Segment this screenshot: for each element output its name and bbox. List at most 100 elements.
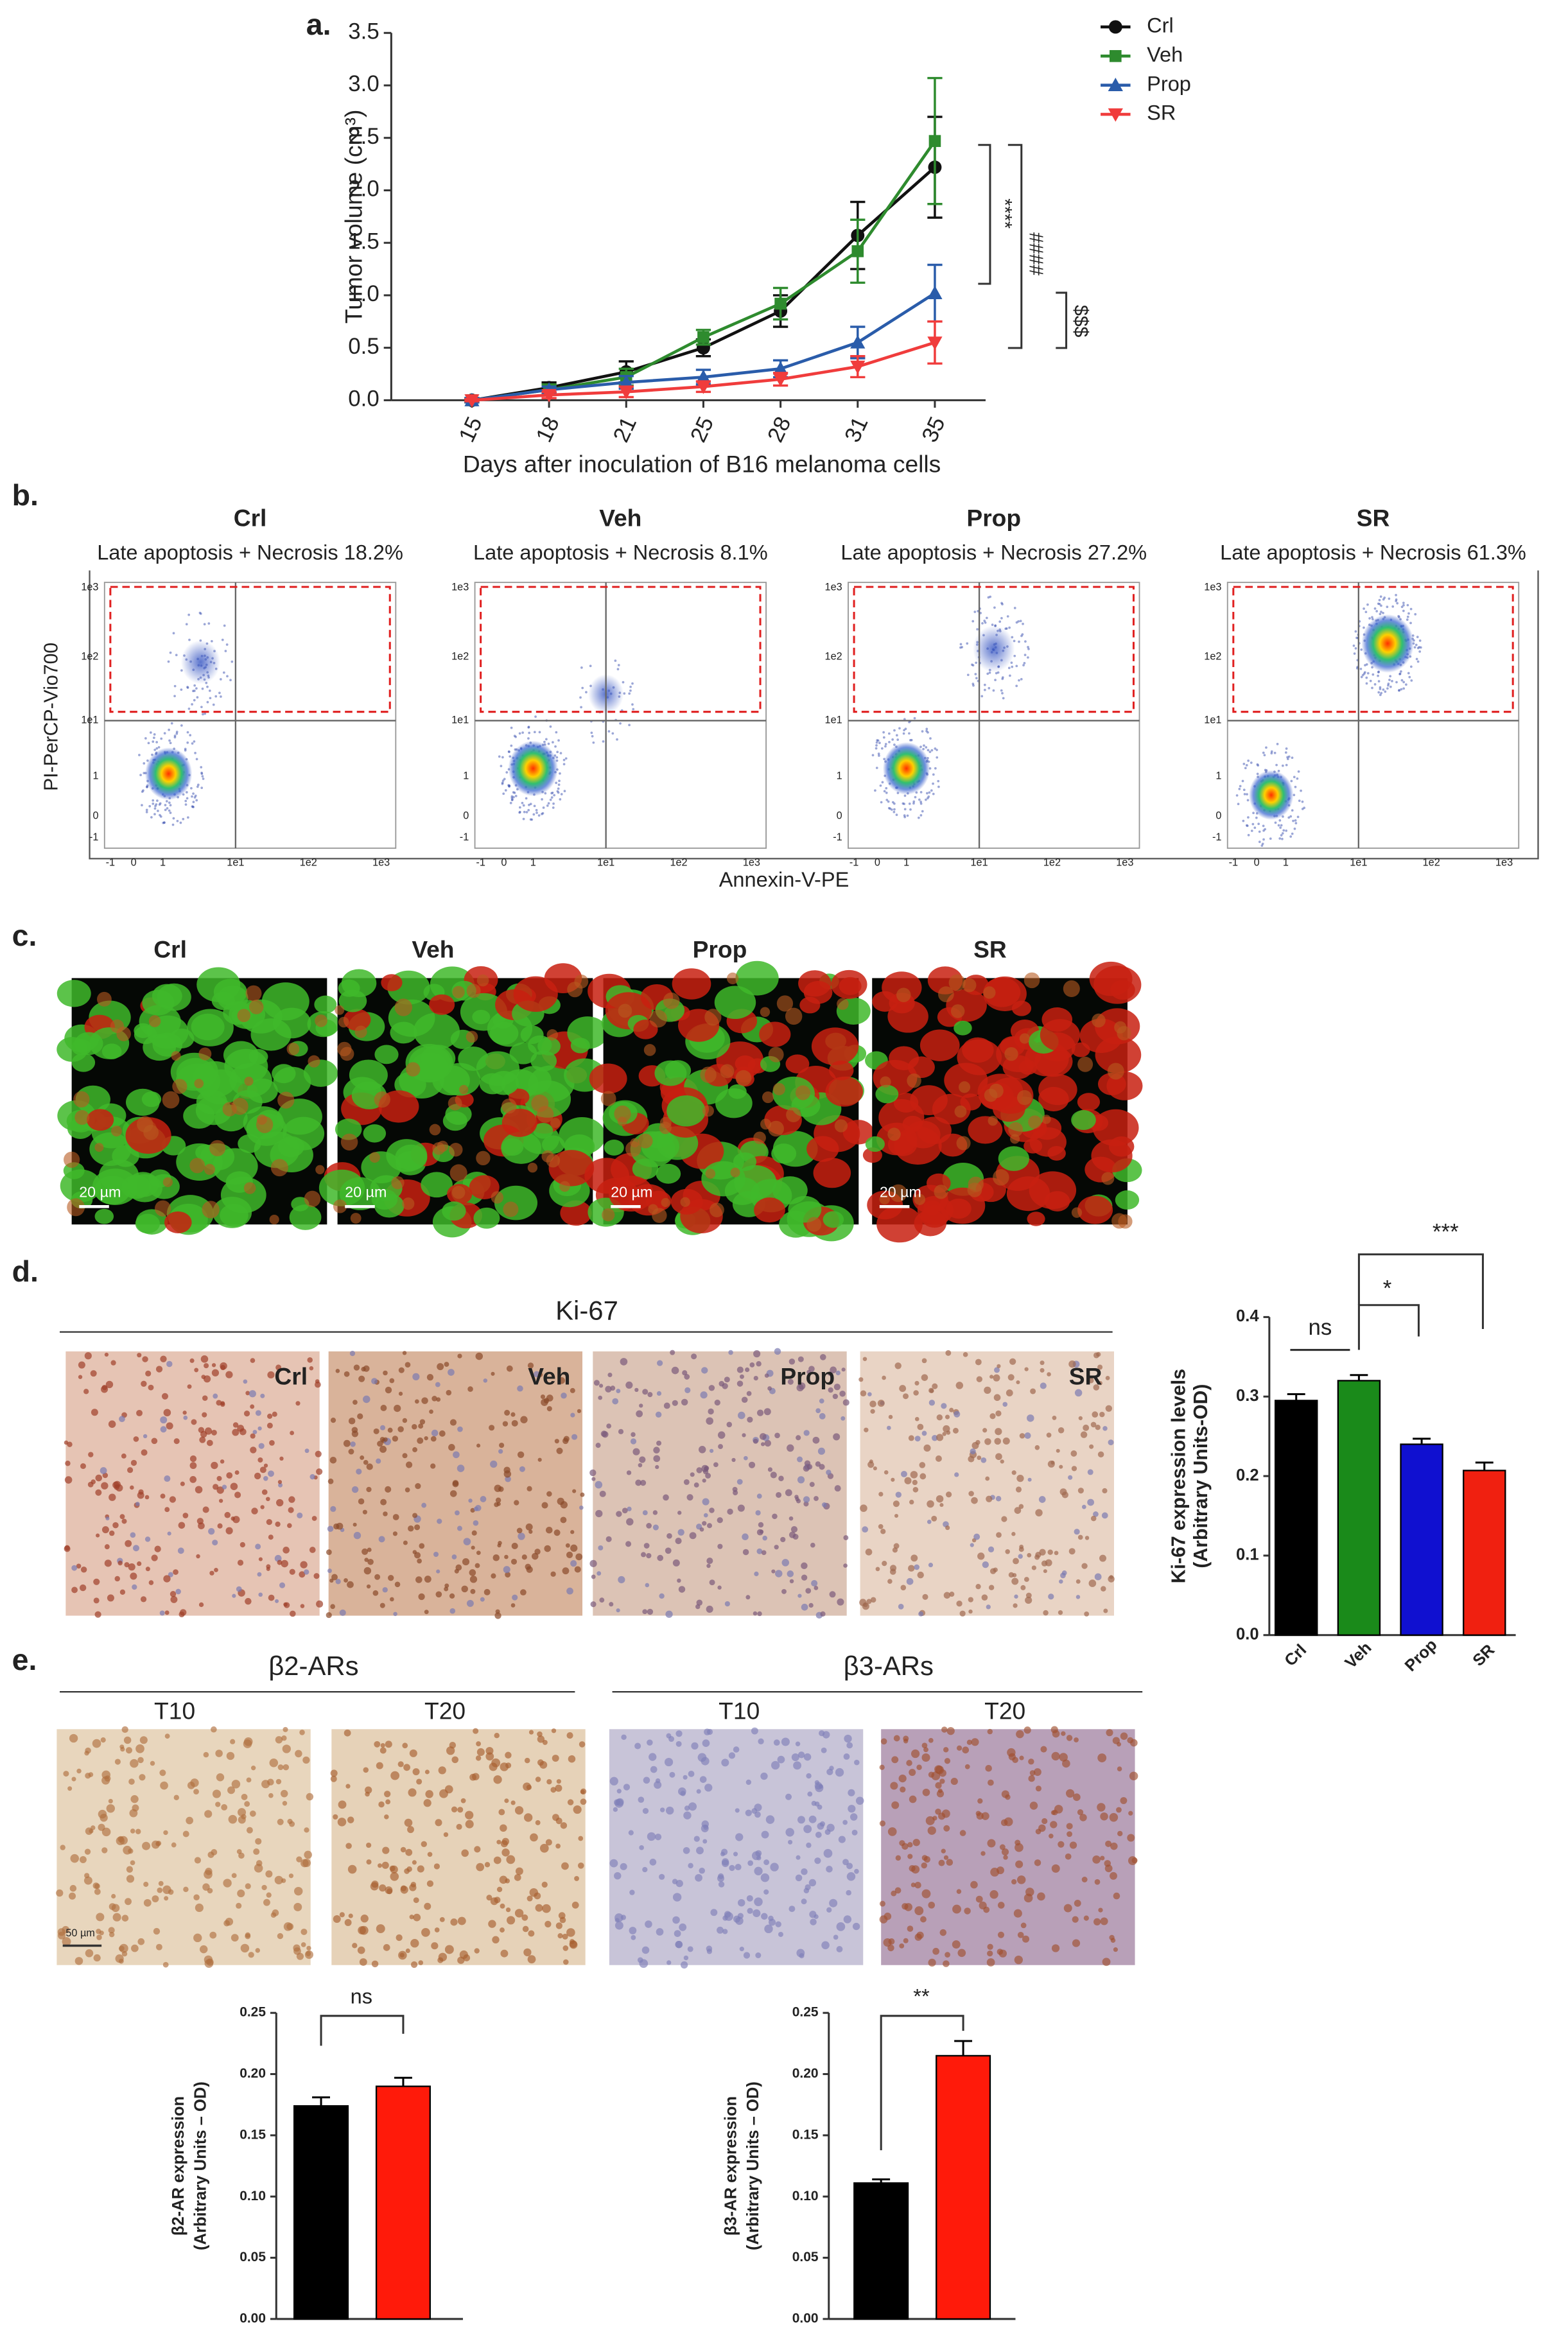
stain-dot — [977, 1552, 985, 1560]
event-dot — [555, 781, 557, 785]
event-dot — [959, 643, 963, 646]
stain-dot — [336, 1522, 344, 1530]
y-tick-label: 1e2 — [451, 650, 469, 662]
stain-dot — [801, 1574, 808, 1581]
nucleus — [663, 992, 680, 1009]
stain-dot — [359, 1925, 369, 1935]
x-tick-label: 1e3 — [1116, 857, 1133, 869]
stain-dot — [101, 1776, 110, 1785]
stain-dot — [993, 1374, 1000, 1382]
stain-dot — [855, 1796, 864, 1805]
stain-dot — [1000, 1459, 1004, 1464]
stain-dot — [647, 1739, 653, 1746]
stain-dot — [809, 1482, 815, 1488]
stain-dot — [1054, 1805, 1063, 1814]
stain-dot — [987, 1839, 996, 1848]
stain-dot — [993, 1394, 1001, 1402]
gate — [109, 586, 391, 713]
event-dot — [148, 804, 152, 808]
stain-dot — [173, 1794, 179, 1801]
cell — [472, 1009, 491, 1025]
event-dot — [141, 790, 144, 793]
stain-dot — [278, 1482, 283, 1488]
stain-dot — [290, 1610, 296, 1617]
stain-dot — [571, 1434, 578, 1440]
stain-dot — [796, 1384, 804, 1392]
nucleus — [1019, 1033, 1031, 1044]
event-dot — [500, 765, 503, 768]
stain-dot — [424, 1902, 431, 1910]
stain-dot — [1050, 1821, 1058, 1829]
stain-dot — [398, 1367, 405, 1373]
stain-dot — [943, 1425, 950, 1433]
event-dot — [522, 817, 525, 821]
stain-dot — [69, 1733, 78, 1743]
stain-dot — [1073, 1793, 1081, 1802]
stain-dot — [540, 1394, 546, 1400]
stain-dot — [1013, 1603, 1018, 1608]
cell — [632, 1158, 659, 1179]
stain-dot — [696, 1467, 702, 1473]
stain-dot — [843, 1753, 850, 1760]
stain-dot — [224, 1511, 231, 1518]
event-dot — [1276, 743, 1279, 745]
stain-dot — [706, 1558, 713, 1565]
stain-dot — [409, 1884, 417, 1891]
stain-dot — [1041, 1560, 1048, 1567]
micrograph — [862, 961, 1143, 1243]
stain-dot — [1027, 1552, 1032, 1558]
nucleus — [449, 1143, 463, 1157]
stain-dot — [675, 1940, 683, 1949]
event-dot — [614, 659, 617, 662]
stain-dot — [412, 1768, 420, 1776]
stain-dot — [500, 1949, 509, 1958]
nucleus — [304, 1190, 321, 1208]
event-dot — [1388, 597, 1391, 600]
stain-dot — [828, 1387, 833, 1393]
stain-dot — [708, 1408, 714, 1415]
stain-dot — [597, 1571, 602, 1576]
stain-dot — [803, 1430, 810, 1436]
nucleus — [391, 1176, 405, 1190]
stain-dot — [159, 1610, 165, 1616]
stain-dot — [385, 1386, 392, 1394]
stain-dot — [194, 1368, 199, 1373]
event-dot — [971, 620, 975, 623]
event-dot — [1363, 607, 1365, 610]
stain-dot — [1018, 1554, 1023, 1559]
stain-dot — [144, 1495, 150, 1500]
stain-dot — [157, 1887, 163, 1893]
stain-dot — [260, 1505, 265, 1509]
stain-dot — [118, 1958, 124, 1964]
stain-dot — [778, 1931, 783, 1937]
event-dot — [224, 650, 227, 652]
stain-dot — [949, 1407, 954, 1412]
event-dot — [532, 813, 536, 816]
stain-dot — [938, 1859, 945, 1866]
stain-dot — [379, 1747, 387, 1754]
stain-dot — [268, 1534, 274, 1540]
stain-dot — [826, 1907, 832, 1913]
event-dot — [193, 684, 196, 687]
cell — [788, 1195, 822, 1223]
stain-dot — [244, 1801, 250, 1807]
event-dot — [1284, 751, 1287, 754]
stain-dot — [216, 1400, 222, 1406]
tissue-image — [65, 1351, 320, 1616]
stain-dot — [984, 1386, 991, 1394]
event-dot — [589, 665, 592, 668]
event-dot — [919, 790, 923, 794]
stain-dot — [1050, 1461, 1055, 1465]
event-dot — [898, 727, 901, 730]
stain-dot — [281, 1878, 286, 1883]
stain-dot — [434, 1927, 440, 1933]
stain-dot — [962, 1746, 970, 1754]
event-dot — [1400, 688, 1403, 691]
event-dot — [1375, 610, 1379, 612]
stain-dot — [267, 1371, 275, 1379]
stain-dot — [756, 1548, 763, 1554]
event-dot — [1368, 617, 1371, 620]
stain-dot — [452, 1481, 459, 1488]
stain-dot — [683, 1811, 692, 1820]
stain-dot — [277, 1764, 284, 1770]
